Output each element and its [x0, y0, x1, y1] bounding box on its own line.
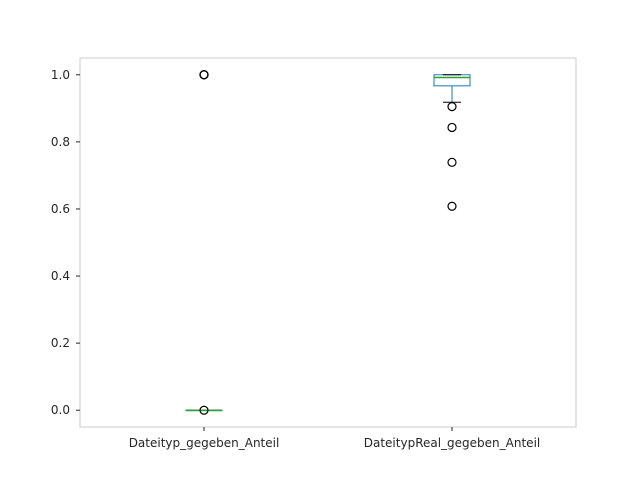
outlier-point: [447, 201, 457, 211]
x-axis: Dateityp_gegeben_Anteil DateitypReal_gege…: [129, 427, 540, 450]
plot-area: [79, 57, 577, 428]
x-tick-label: Dateityp_gegeben_Anteil: [129, 436, 280, 450]
box-group-1: [185, 70, 223, 415]
outlier-point: [447, 122, 457, 133]
outlier-point: [199, 405, 209, 415]
outlier-point: [199, 70, 209, 80]
outlier-point: [447, 157, 457, 167]
outlier-point: [447, 102, 457, 112]
y-tick-label: 0.2: [51, 336, 70, 350]
y-tick-label: 0.6: [51, 202, 70, 216]
x-tick-label: DateitypReal_gegeben_Anteil: [364, 436, 540, 450]
box-group-2: [433, 74, 471, 211]
y-axis: 0.0 0.2 0.4 0.6 0.8 1.0: [51, 68, 80, 417]
boxes: [185, 70, 471, 415]
y-tick-label: 0.4: [51, 269, 70, 283]
y-tick-label: 0.0: [51, 403, 70, 417]
y-tick-label: 1.0: [51, 68, 70, 82]
y-tick-label: 0.8: [51, 135, 70, 149]
